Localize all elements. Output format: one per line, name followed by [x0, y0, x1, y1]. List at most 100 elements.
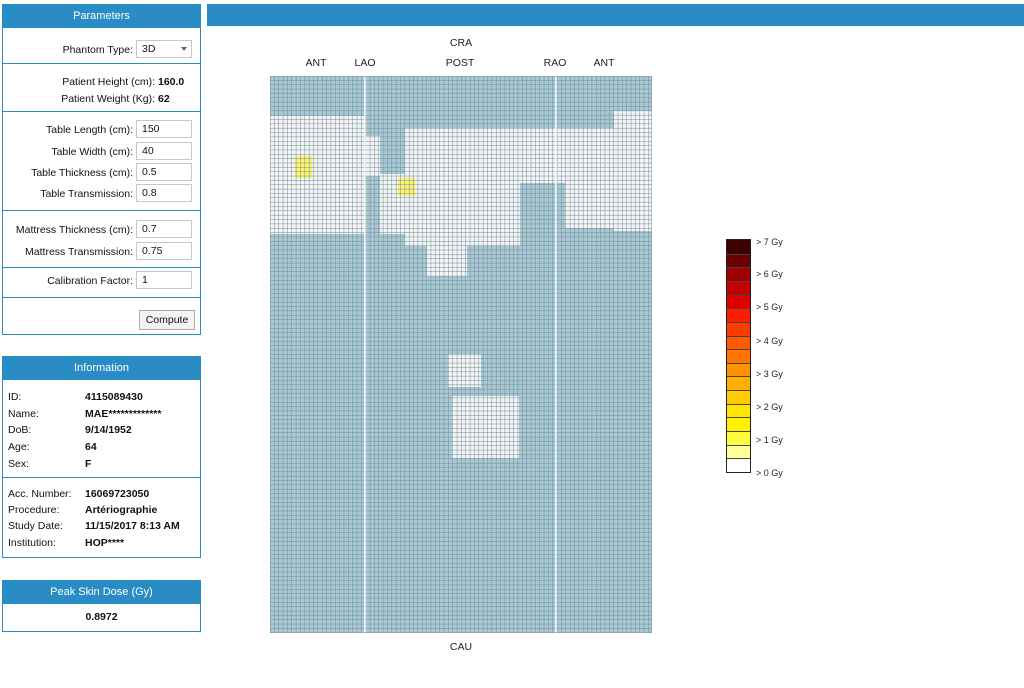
map-label-post: POST	[445, 57, 475, 69]
calibration-factor-input[interactable]: 1	[136, 271, 192, 289]
dob-value: 9/14/1952	[85, 424, 132, 436]
table-width-row: Table Width (cm): 40	[3, 142, 195, 162]
table-thickness-label: Table Thickness (cm):	[31, 167, 133, 179]
divider	[3, 477, 200, 478]
legend-color-cell	[727, 431, 750, 445]
map-label-cra: CRA	[449, 37, 473, 49]
info-row-id: ID: 4115089430	[8, 391, 198, 408]
patient-weight-row: Patient Weight (Kg): 62	[3, 89, 195, 109]
compute-button[interactable]: Compute	[139, 310, 195, 330]
table-thickness-row: Table Thickness (cm): 0.5	[3, 163, 195, 183]
sex-label: Sex:	[8, 458, 30, 470]
parameters-title: Parameters	[2, 4, 201, 28]
legend-color-cell	[727, 444, 750, 459]
map-label-ant-left: ANT	[305, 57, 327, 69]
info-row-institution: Institution: HOP****	[8, 537, 198, 554]
table-width-input[interactable]: 40	[136, 142, 192, 160]
institution-value: HOP****	[85, 537, 125, 549]
info-row-sex: Sex: F	[8, 458, 198, 475]
table-length-label: Table Length (cm):	[46, 124, 133, 136]
map-label-ant-right: ANT	[593, 57, 615, 69]
table-width-label: Table Width (cm):	[51, 146, 133, 158]
legend-color-cell	[727, 253, 750, 268]
phantom-type-select[interactable]: 3D	[136, 40, 192, 58]
chevron-down-icon	[181, 47, 187, 51]
info-row-dob: DoB: 9/14/1952	[8, 424, 198, 441]
name-label: Name:	[8, 408, 39, 420]
legend-color-cell	[727, 335, 750, 350]
id-label: ID:	[8, 391, 22, 403]
study-date-value: 11/15/2017 8:13 AM	[85, 520, 180, 532]
zero-dose-region	[405, 128, 520, 246]
info-row-study-date: Study Date: 11/15/2017 8:13 AM	[8, 520, 198, 537]
info-row-procedure: Procedure: Artériographie	[8, 504, 198, 521]
patient-weight-value: 62	[158, 93, 170, 105]
legend-color-cell	[727, 417, 750, 432]
mattress-transmission-row: Mattress Transmission: 0.75	[3, 242, 195, 262]
sex-value: F	[85, 458, 92, 470]
acc-value: 16069723050	[85, 488, 150, 500]
patient-height-row: Patient Height (cm): 160.0	[3, 72, 195, 92]
mattress-transmission-input[interactable]: 0.75	[136, 242, 192, 260]
low-dose-region	[398, 178, 415, 196]
legend-color-cell	[727, 294, 750, 309]
divider	[3, 63, 200, 64]
skin-dose-map	[270, 76, 652, 633]
peak-skin-dose-title: Peak Skin Dose (Gy)	[2, 580, 201, 604]
information-title: Information	[2, 356, 201, 380]
patient-height-label: Patient Height (cm):	[62, 76, 155, 88]
table-thickness-input[interactable]: 0.5	[136, 163, 192, 181]
parameters-panel: Parameters Phantom Type: 3D Patient Heig…	[2, 4, 201, 335]
phantom-type-row: Phantom Type: 3D	[3, 40, 195, 60]
legend-label-3gy: > 3 Gy	[756, 369, 783, 379]
divider	[3, 267, 200, 268]
legend-color-cell	[727, 458, 750, 472]
legend-color-cell	[727, 376, 750, 391]
legend-label-5gy: > 5 Gy	[756, 302, 783, 312]
legend-label-7gy: > 7 Gy	[756, 237, 783, 247]
mattress-transmission-label: Mattress Transmission:	[25, 246, 133, 258]
legend-color-cell	[727, 240, 750, 254]
calibration-factor-label: Calibration Factor:	[47, 275, 133, 287]
peak-skin-dose-panel: Peak Skin Dose (Gy) 0.8972	[2, 580, 201, 632]
peak-skin-dose-value: 0.8972	[85, 611, 118, 623]
patient-height-value: 160.0	[158, 76, 185, 88]
mattress-thickness-row: Mattress Thickness (cm): 0.7	[3, 220, 195, 240]
legend-color-cell	[727, 321, 750, 336]
map-label-lao: LAO	[354, 57, 376, 69]
table-length-input[interactable]: 150	[136, 120, 192, 138]
study-date-label: Study Date:	[8, 520, 63, 532]
info-row-name: Name: MAE*************	[8, 408, 198, 425]
legend-color-cell	[727, 390, 750, 404]
procedure-value: Artériographie	[85, 504, 158, 516]
zero-dose-region	[427, 236, 467, 276]
procedure-label: Procedure:	[8, 504, 60, 516]
mattress-thickness-input[interactable]: 0.7	[136, 220, 192, 238]
dose-legend	[726, 239, 751, 473]
map-label-rao: RAO	[543, 57, 567, 69]
legend-color-cell	[727, 349, 750, 363]
table-transmission-input[interactable]: 0.8	[136, 184, 192, 202]
low-dose-region	[295, 156, 312, 178]
map-label-cau: CAU	[449, 641, 473, 653]
legend-color-cell	[727, 362, 750, 377]
institution-label: Institution:	[8, 537, 56, 549]
table-transmission-label: Table Transmission:	[40, 188, 133, 200]
information-panel: Information ID: 4115089430 Name: MAE****…	[2, 356, 201, 558]
id-value: 4115089430	[85, 391, 143, 403]
zero-dose-region	[448, 354, 481, 387]
header-bar	[207, 4, 1024, 26]
table-transmission-row: Table Transmission: 0.8	[3, 184, 195, 204]
divider	[3, 297, 200, 298]
legend-label-4gy: > 4 Gy	[756, 336, 783, 346]
mattress-thickness-label: Mattress Thickness (cm):	[15, 224, 133, 236]
zero-dose-region	[270, 116, 365, 234]
age-label: Age:	[8, 441, 30, 453]
name-value: MAE*************	[85, 408, 162, 420]
divider	[3, 210, 200, 211]
table-length-row: Table Length (cm): 150	[3, 120, 195, 140]
calibration-factor-row: Calibration Factor: 1	[3, 271, 195, 291]
legend-color-cell	[727, 308, 750, 322]
legend-color-cell	[727, 403, 750, 418]
info-row-age: Age: 64	[8, 441, 198, 458]
